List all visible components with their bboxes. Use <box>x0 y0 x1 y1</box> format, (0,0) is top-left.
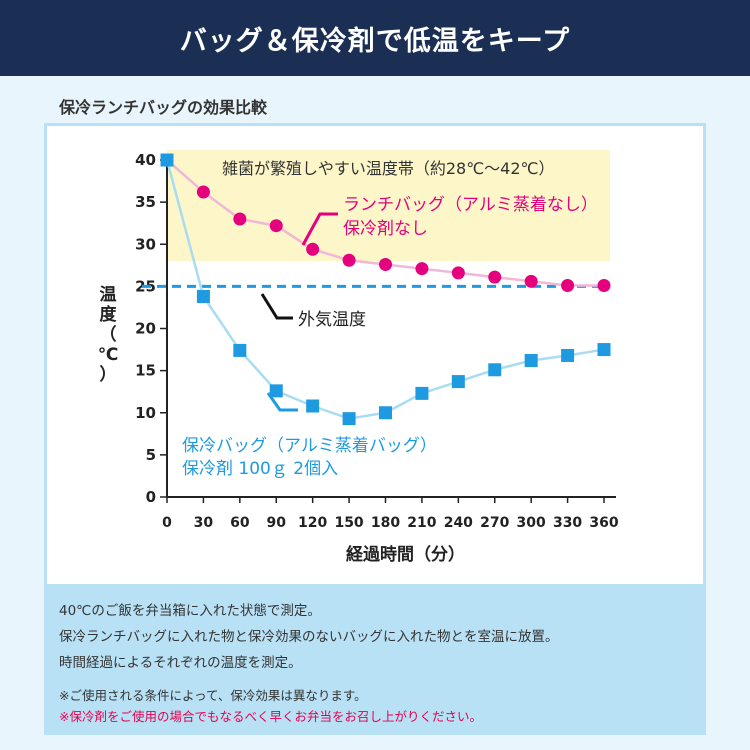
series-2-point <box>306 399 320 413</box>
y-axis-label-char: ） <box>100 364 117 385</box>
x-tick-label: 360 <box>589 515 618 531</box>
page-title: バッグ＆保冷剤で低温をキープ <box>179 25 571 57</box>
series-1-point <box>196 185 210 199</box>
caution-line-2: ※保冷剤をご使用の場合でもなるべく早くお弁当をお召し上がりください。 <box>59 709 482 724</box>
x-tick-label: 120 <box>298 515 327 531</box>
note-line-2: 保冷ランチバッグに入れた物と保冷効果のないバッグに入れた物とを室温に放置。 <box>59 629 559 645</box>
y-axis-label-char: ℃ <box>98 345 119 365</box>
series-1-point <box>379 257 392 271</box>
series-2-label-pointer <box>266 392 298 412</box>
series-1-label: 保冷剤なし <box>343 219 428 239</box>
series-1-label: ランチバッグ（アルミ蒸着なし） <box>343 195 598 215</box>
x-tick-label: 180 <box>371 515 400 531</box>
danger-zone-band <box>167 150 610 262</box>
x-tick-label: 300 <box>517 515 546 531</box>
x-tick-label: 210 <box>407 515 436 531</box>
series-1-point <box>597 279 611 293</box>
series-1-point <box>524 274 538 288</box>
series-2-point <box>160 153 174 167</box>
x-tick-label: 240 <box>444 515 473 531</box>
x-tick-label: 270 <box>480 515 509 531</box>
notes-box <box>44 584 706 735</box>
y-axis-label: 温度（℃） <box>98 285 119 385</box>
y-tick-label: 10 <box>135 404 156 422</box>
series-1-point <box>233 212 247 226</box>
series-2-point <box>379 406 392 420</box>
series-1-point <box>342 253 356 267</box>
series-2-point <box>415 386 429 400</box>
ambient-label-pointer <box>260 293 293 320</box>
series-1-point <box>561 279 575 293</box>
y-tick-label: 0 <box>146 488 156 506</box>
y-axis-label-char: 度 <box>100 304 118 325</box>
series-2-label: 保冷剤 100ｇ 2個入 <box>182 459 338 479</box>
page-header: バッグ＆保冷剤で低温をキープ <box>0 0 750 76</box>
danger-zone-label: 雑菌が繁殖しやすい温度帯（約28℃〜42℃） <box>222 159 555 178</box>
x-axis-label: 経過時間（分） <box>346 544 465 565</box>
y-tick-label: 30 <box>135 235 156 253</box>
note-line-3: 時間経過によるそれぞれの温度を測定。 <box>59 655 302 671</box>
y-tick-label: 40 <box>135 151 156 169</box>
series-1-point <box>415 262 429 276</box>
ambient-temperature-label: 外気温度 <box>298 310 366 330</box>
series-1-point <box>306 242 320 256</box>
series-2-label: 保冷バッグ（アルミ蒸着バッグ） <box>182 436 437 456</box>
x-tick-label: 30 <box>194 515 214 531</box>
x-tick-label: 60 <box>230 515 250 531</box>
series-2-point <box>269 384 283 398</box>
caution-line-1: ※ご使用される条件によって、保冷効果は異なります。 <box>59 688 367 703</box>
y-tick-label: 15 <box>135 362 156 380</box>
series-2-point <box>561 348 575 362</box>
y-tick-label: 35 <box>135 193 156 211</box>
series-1-point <box>269 219 283 233</box>
y-axis-label-char: （ <box>100 324 117 345</box>
x-tick-label: 330 <box>553 515 582 531</box>
y-tick-label: 20 <box>135 320 156 338</box>
series-2-point <box>233 343 247 357</box>
x-tick-label: 150 <box>334 515 363 531</box>
series-2-point <box>488 363 502 377</box>
chart-subtitle: 保冷ランチバッグの効果比較 <box>59 98 268 117</box>
series-2-point <box>342 412 356 426</box>
series-1-point <box>451 266 465 280</box>
series-2-point <box>524 354 538 368</box>
series-1-point <box>488 270 502 284</box>
series-2-point <box>597 343 611 357</box>
x-tick-label: 0 <box>162 515 172 531</box>
series-1-label-pointer <box>301 212 338 246</box>
x-tick-label: 90 <box>267 515 287 531</box>
y-tick-label: 5 <box>146 446 156 464</box>
note-line-1: 40℃のご飯を弁当箱に入れた状態で測定。 <box>59 603 321 619</box>
series-2-point <box>451 375 465 389</box>
y-axis-label-char: 温 <box>100 285 117 305</box>
series-2-point <box>196 289 210 303</box>
